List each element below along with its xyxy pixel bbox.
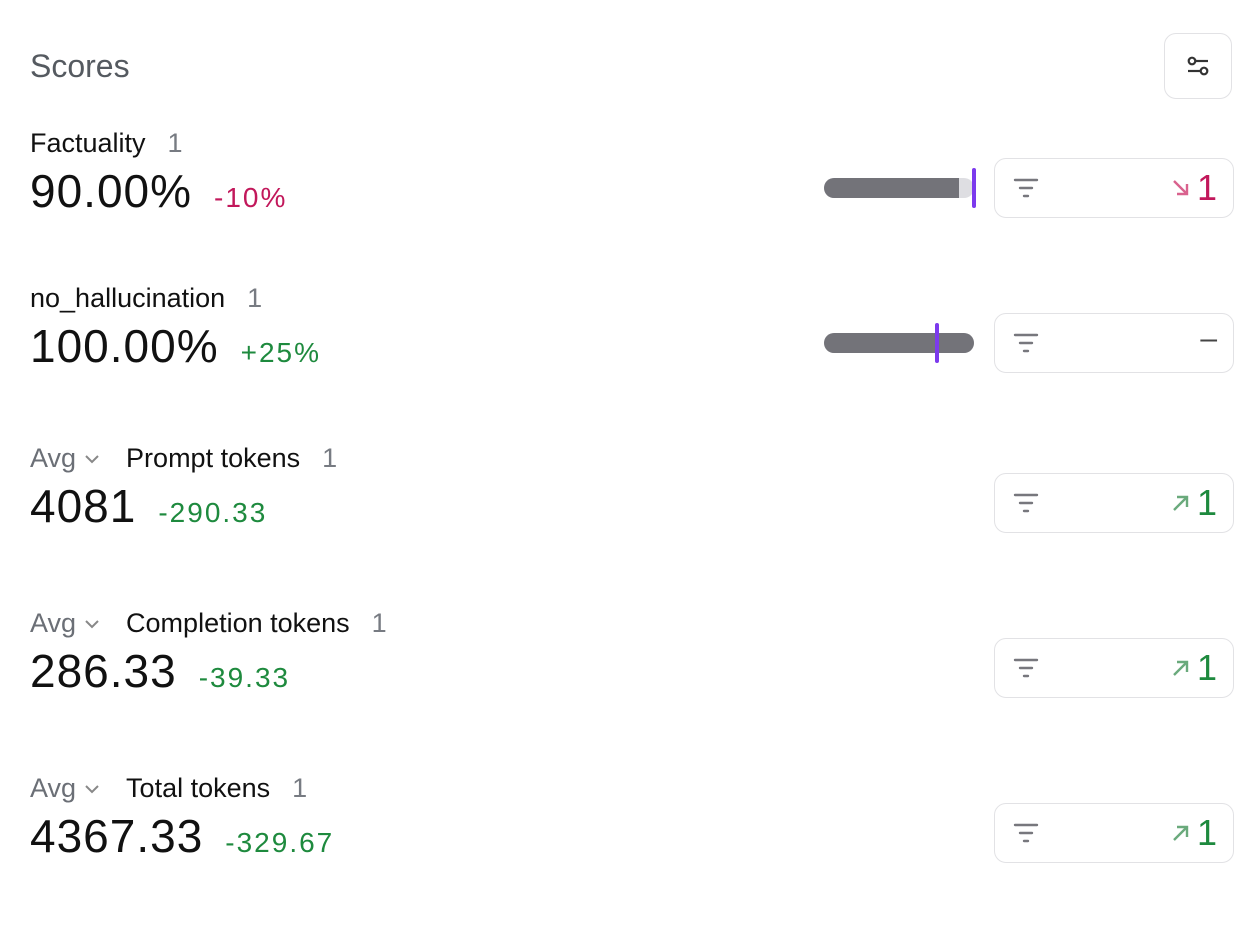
filter-result-count: 1 — [1196, 812, 1217, 853]
filter-icon — [1013, 823, 1039, 843]
filter-icon — [1013, 493, 1039, 513]
filter-icon — [1013, 178, 1039, 198]
aggregate-dropdown[interactable]: Avg — [30, 443, 100, 474]
score-value: 286.33 — [30, 645, 177, 697]
score-label: Avg Prompt tokens 1 — [30, 443, 337, 474]
bar-fill — [824, 178, 959, 198]
score-name: Factuality — [30, 128, 146, 158]
aggregate-label: Avg — [30, 773, 77, 803]
filter-icon — [1013, 333, 1039, 353]
score-distribution-bar — [824, 323, 974, 363]
chevron-down-icon — [85, 454, 99, 463]
score-count: 1 — [322, 443, 338, 473]
score-filter-button[interactable]: 1 — [994, 473, 1234, 533]
arrow-up-right-icon — [1173, 825, 1189, 841]
score-delta: -39.33 — [198, 662, 291, 693]
score-filter-button[interactable]: – — [994, 313, 1234, 373]
arrow-down-right-icon — [1173, 180, 1189, 196]
score-filter-button[interactable]: 1 — [994, 638, 1234, 698]
score-count: 1 — [371, 608, 387, 638]
score-row: no_hallucination 1 100.00% +25% – — [30, 283, 1234, 413]
score-row: Factuality 1 90.00% -10% 1 — [30, 128, 1234, 258]
score-name: Completion tokens — [126, 608, 350, 638]
chevron-down-icon — [85, 784, 99, 793]
score-label: no_hallucination 1 — [30, 283, 262, 314]
filter-result-count: – — [1200, 322, 1217, 355]
score-value: 4367.33 — [30, 810, 204, 862]
score-distribution-bar — [824, 168, 976, 208]
arrow-up-right-icon — [1173, 660, 1189, 676]
score-filter-button[interactable]: 1 — [994, 803, 1234, 863]
arrow-up-right-icon — [1173, 495, 1189, 511]
aggregate-dropdown[interactable]: Avg — [30, 773, 100, 804]
comparison-marker — [972, 168, 976, 208]
score-name: Prompt tokens — [126, 443, 301, 473]
aggregate-label: Avg — [30, 443, 77, 473]
score-delta: -290.33 — [158, 497, 268, 528]
score-delta: -10% — [214, 182, 288, 213]
bar-fill — [824, 333, 974, 353]
filter-result-count: 1 — [1196, 482, 1217, 523]
score-count: 1 — [247, 283, 263, 313]
score-value: 100.00% — [30, 320, 219, 372]
score-row: Avg Prompt tokens 1 4081 -290.33 1 — [30, 443, 1234, 573]
score-name: Total tokens — [126, 773, 271, 803]
filter-result-count: 1 — [1196, 647, 1217, 688]
configure-scores-button[interactable] — [1164, 33, 1232, 99]
score-delta: -329.67 — [225, 827, 335, 858]
aggregate-dropdown[interactable]: Avg — [30, 608, 100, 639]
score-label: Avg Completion tokens 1 — [30, 608, 387, 639]
score-count: 1 — [167, 128, 183, 158]
chevron-down-icon — [85, 619, 99, 628]
filter-result-count: 1 — [1196, 167, 1217, 208]
score-label: Avg Total tokens 1 — [30, 773, 307, 804]
filter-icon — [1013, 658, 1039, 678]
score-count: 1 — [292, 773, 308, 803]
score-name: no_hallucination — [30, 283, 226, 313]
score-value: 90.00% — [30, 165, 193, 217]
score-row: Avg Total tokens 1 4367.33 -329.67 1 — [30, 773, 1234, 903]
score-delta: +25% — [240, 337, 322, 368]
sliders-icon — [1187, 56, 1209, 76]
score-row: Avg Completion tokens 1 286.33 -39.33 1 — [30, 608, 1234, 738]
score-label: Factuality 1 — [30, 128, 183, 159]
score-filter-button[interactable]: 1 — [994, 158, 1234, 218]
score-value: 4081 — [30, 480, 137, 532]
comparison-marker — [934, 323, 939, 363]
aggregate-label: Avg — [30, 608, 77, 638]
section-title: Scores — [30, 48, 130, 84]
